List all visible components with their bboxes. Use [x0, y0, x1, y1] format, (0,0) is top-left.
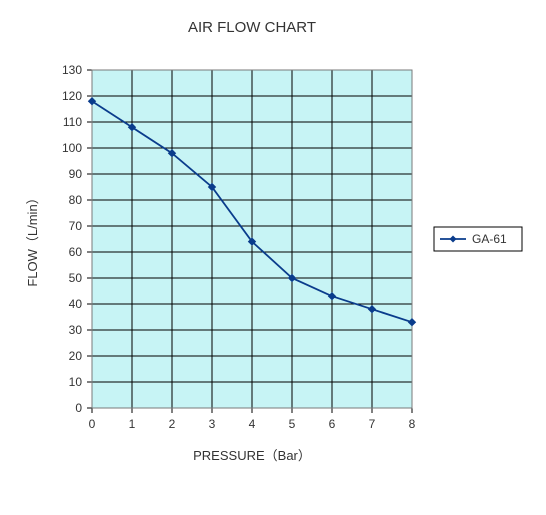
y-axis-label: FLOW（L/min）	[25, 191, 40, 286]
legend-label: GA-61	[472, 232, 507, 246]
y-tick-label: 0	[75, 401, 82, 415]
y-tick-label: 70	[69, 219, 83, 233]
x-tick-label: 2	[169, 417, 176, 431]
x-axis-label: PRESSURE（Bar）	[193, 448, 311, 463]
x-tick-label: 3	[209, 417, 216, 431]
x-tick-label: 5	[289, 417, 296, 431]
x-tick-label: 7	[369, 417, 376, 431]
chart-container: 0123456780102030405060708090100110120130…	[0, 0, 546, 515]
y-tick-label: 10	[69, 375, 83, 389]
y-tick-label: 20	[69, 349, 83, 363]
y-tick-label: 80	[69, 193, 83, 207]
y-tick-label: 40	[69, 297, 83, 311]
x-tick-label: 4	[249, 417, 256, 431]
y-tick-label: 90	[69, 167, 83, 181]
y-tick-label: 60	[69, 245, 83, 259]
x-tick-label: 0	[89, 417, 96, 431]
air-flow-chart: 0123456780102030405060708090100110120130…	[0, 0, 546, 515]
x-tick-label: 1	[129, 417, 136, 431]
y-tick-label: 130	[62, 63, 82, 77]
y-tick-label: 30	[69, 323, 83, 337]
y-tick-label: 110	[63, 115, 82, 129]
chart-title: AIR FLOW CHART	[188, 19, 316, 36]
y-tick-label: 120	[62, 89, 82, 103]
x-tick-label: 8	[409, 417, 416, 431]
y-tick-label: 50	[69, 271, 83, 285]
x-tick-label: 6	[329, 417, 336, 431]
y-tick-label: 100	[62, 141, 82, 155]
